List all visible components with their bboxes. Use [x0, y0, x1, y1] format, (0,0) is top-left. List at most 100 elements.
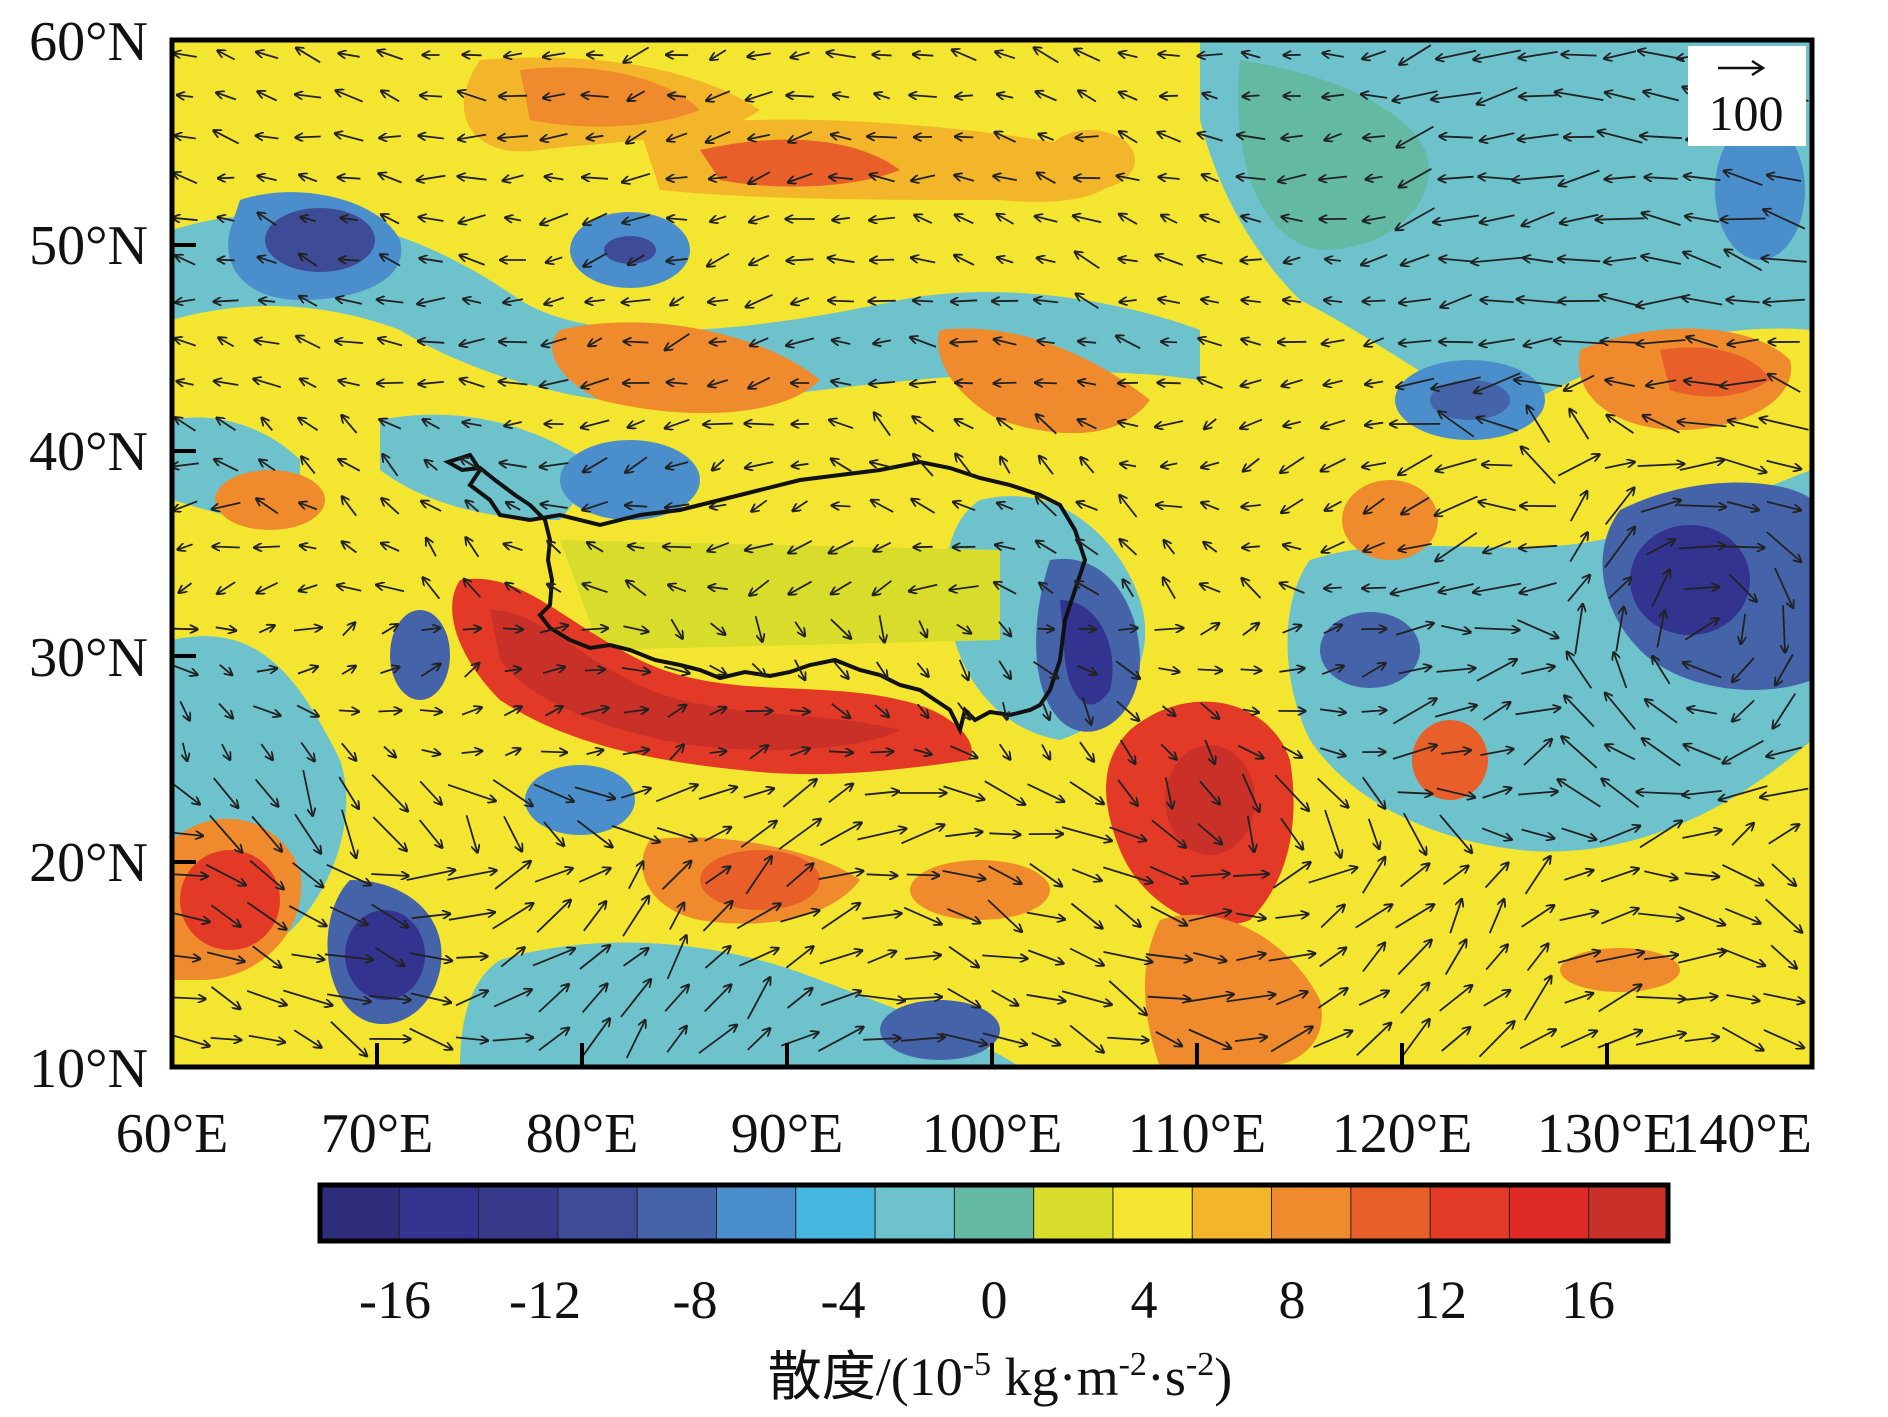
- wind-vector: [341, 809, 356, 858]
- wind-vector: [1362, 50, 1387, 59]
- wind-vector: [1726, 501, 1759, 510]
- wind-vector: [335, 90, 363, 103]
- y-tick-label: 60°N: [29, 11, 148, 73]
- wind-vector: [710, 505, 727, 508]
- wind-vector: [504, 669, 522, 672]
- wind-vector: [172, 664, 197, 675]
- wind-vector: [792, 464, 809, 466]
- wind-vector: [1164, 540, 1176, 555]
- wind-vector: [504, 422, 522, 426]
- wind-vector: [873, 541, 892, 552]
- wind-vector: [534, 868, 573, 883]
- wind-vector: [540, 212, 569, 225]
- wind-vector: [1727, 338, 1759, 345]
- wind-vector: [627, 90, 646, 101]
- wind-vector: [1117, 779, 1137, 806]
- wind-vector: [1362, 776, 1385, 808]
- wind-vector: [378, 711, 402, 712]
- wind-vector: [174, 338, 197, 347]
- wind-vector: [1768, 374, 1801, 393]
- wind-vector: [377, 299, 404, 302]
- wind-vector: [1519, 546, 1558, 548]
- field-low-9: [390, 610, 450, 700]
- field-low-1-core: [265, 208, 375, 272]
- wind-vector: [628, 419, 645, 427]
- field-plateau-interior: [560, 540, 1000, 650]
- wind-vector: [1362, 943, 1385, 973]
- wind-vector: [461, 751, 483, 753]
- wind-vector: [504, 544, 523, 552]
- wind-vector: [448, 912, 495, 921]
- wind-vector: [820, 991, 861, 1006]
- wind-vector: [665, 418, 690, 429]
- wind-vector: [503, 174, 524, 181]
- wind-vector: [426, 538, 437, 557]
- wind-vector: [625, 456, 648, 473]
- wind-vector: [536, 900, 571, 933]
- map-panel: 100 60°E 70°E 80°E 90°E 100°E 110°E 120°…: [29, 11, 1815, 1165]
- wind-vector: [916, 662, 928, 677]
- wind-vector: [1600, 869, 1639, 883]
- wind-vector: [175, 417, 196, 432]
- colorbar-cell: [319, 1184, 401, 1242]
- wind-vector: [1069, 947, 1104, 966]
- wind-vector: [1036, 414, 1057, 435]
- wind-vector: [1026, 911, 1065, 920]
- wind-vector: [297, 666, 318, 675]
- wind-vector: [1596, 218, 1645, 219]
- wind-vector: [1677, 505, 1726, 507]
- wind-vector: [702, 901, 732, 932]
- wind-vector: [707, 252, 730, 267]
- wind-vector: [1392, 90, 1438, 100]
- wind-vector: [611, 825, 660, 842]
- wind-vector: [1440, 750, 1471, 754]
- wind-vector: [1115, 660, 1140, 679]
- wind-vector: [374, 947, 404, 966]
- wind-vector: [703, 424, 733, 425]
- wind-vector: [1116, 700, 1139, 721]
- wind-vector: [1652, 656, 1671, 685]
- wind-vector: [1604, 462, 1635, 469]
- colorbar-tick-label: 0: [981, 1270, 1008, 1330]
- wind-vector: [576, 819, 612, 848]
- wind-vector: [910, 337, 937, 348]
- wind-vector: [1683, 252, 1722, 269]
- wind-vector: [419, 217, 444, 221]
- wind-vector: [1431, 91, 1482, 100]
- wind-vector: [916, 703, 929, 718]
- wind-vector: [1283, 545, 1302, 549]
- wind-vector: [381, 498, 400, 515]
- wind-vector: [1517, 299, 1560, 303]
- wind-vector: [1321, 419, 1346, 427]
- wind-vector: [1518, 133, 1559, 139]
- wind-vector: [873, 580, 892, 595]
- wind-vector: [1682, 830, 1721, 839]
- wind-vector: [381, 624, 398, 635]
- wind-vector: [213, 130, 240, 145]
- wind-vector: [1323, 625, 1342, 635]
- wind-vector: [406, 870, 456, 881]
- wind-vector: [1636, 997, 1685, 999]
- wind-vector: [1039, 583, 1054, 595]
- wind-vector: [625, 505, 648, 506]
- wind-vector: [1763, 992, 1804, 1002]
- wind-vector: [1321, 457, 1346, 471]
- wind-vector: [863, 1038, 900, 1040]
- x-tick-label: 130°E: [1537, 1103, 1678, 1165]
- wind-vector: [1243, 457, 1260, 472]
- field-low-8-core: [345, 910, 425, 1000]
- wind-vector: [587, 136, 604, 139]
- wind-vector: [1398, 543, 1432, 550]
- wind-vector: [258, 213, 278, 227]
- wind-vector: [1392, 698, 1436, 725]
- wind-vector: [626, 581, 647, 597]
- wind-vector: [667, 218, 688, 220]
- wind-vector: [1204, 739, 1215, 764]
- wind-vector: [794, 659, 805, 680]
- wind-vector: [172, 1034, 209, 1046]
- wind-vector: [342, 542, 357, 554]
- wind-vector: [418, 136, 444, 139]
- wind-vector: [1637, 340, 1686, 344]
- wind-vector: [1598, 131, 1643, 144]
- wind-vector: [1479, 338, 1515, 345]
